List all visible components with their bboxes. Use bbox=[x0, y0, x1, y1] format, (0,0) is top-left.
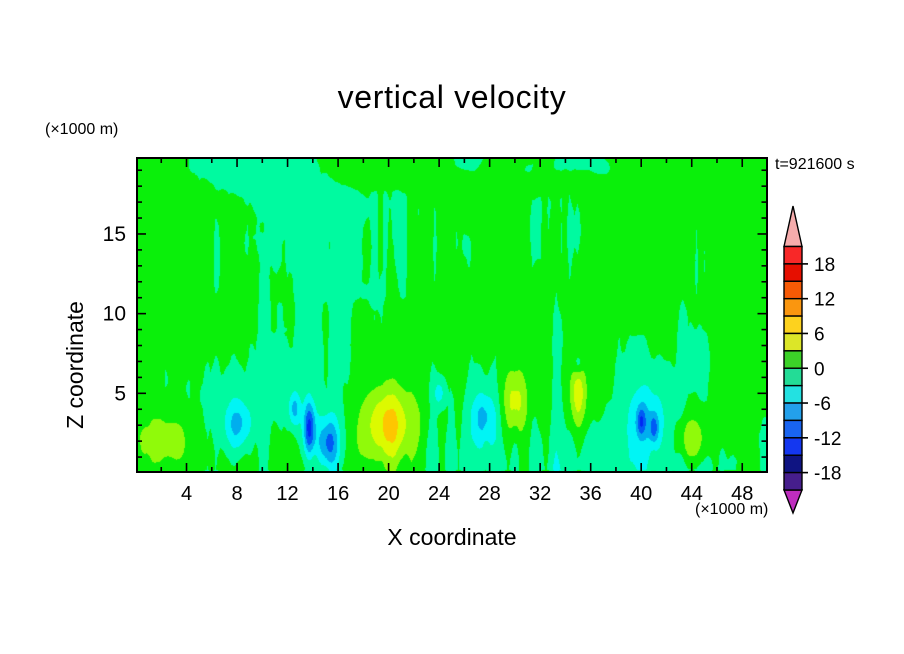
svg-text:36: 36 bbox=[580, 483, 602, 505]
svg-text:-12: -12 bbox=[814, 429, 841, 450]
svg-text:18: 18 bbox=[814, 255, 835, 276]
svg-text:16: 16 bbox=[327, 483, 349, 505]
svg-text:vertical velocity: vertical velocity bbox=[338, 79, 567, 115]
svg-text:(×1000 m): (×1000 m) bbox=[45, 121, 118, 138]
svg-text:-18: -18 bbox=[814, 464, 841, 485]
svg-text:6: 6 bbox=[814, 324, 825, 345]
svg-text:-6: -6 bbox=[814, 394, 831, 415]
svg-text:4: 4 bbox=[181, 483, 192, 505]
svg-text:20: 20 bbox=[377, 483, 399, 505]
svg-text:28: 28 bbox=[479, 483, 501, 505]
svg-text:40: 40 bbox=[630, 483, 652, 505]
svg-text:Z coordinate: Z coordinate bbox=[62, 301, 88, 429]
svg-text:24: 24 bbox=[428, 483, 450, 505]
svg-text:0: 0 bbox=[814, 359, 825, 380]
svg-text:10: 10 bbox=[103, 303, 126, 326]
svg-text:5: 5 bbox=[114, 382, 126, 405]
svg-text:15: 15 bbox=[103, 223, 126, 246]
svg-text:(×1000 m): (×1000 m) bbox=[695, 501, 768, 518]
svg-text:X coordinate: X coordinate bbox=[387, 524, 516, 550]
svg-text:32: 32 bbox=[529, 483, 551, 505]
svg-text:12: 12 bbox=[814, 290, 835, 311]
svg-text:8: 8 bbox=[231, 483, 242, 505]
svg-text:12: 12 bbox=[276, 483, 298, 505]
svg-text:t=921600 s: t=921600 s bbox=[775, 156, 855, 173]
